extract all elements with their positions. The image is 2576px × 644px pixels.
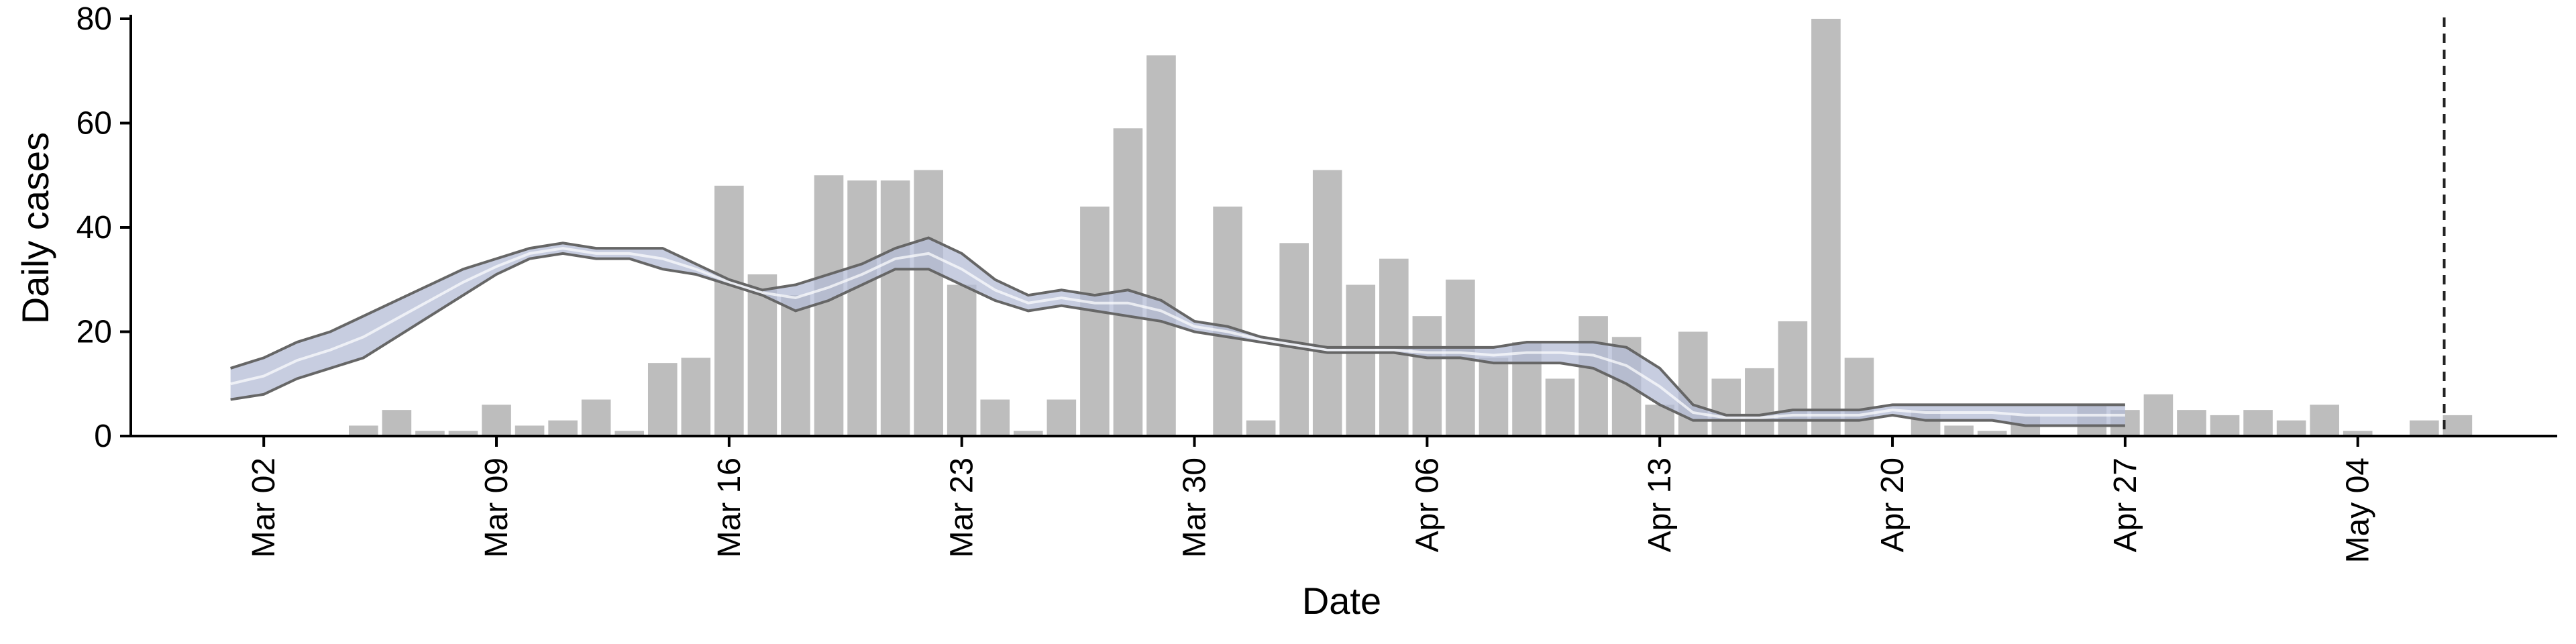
lower-bound-line [230, 252, 2125, 427]
credible-interval-band [230, 237, 2125, 426]
bars-layer [349, 19, 2473, 437]
y-axis: 0 20 40 60 80 [76, 1, 132, 454]
bar [1944, 425, 1974, 436]
y-tick-label: 0 [94, 419, 112, 454]
bar [880, 180, 910, 436]
bar [647, 363, 678, 436]
bar [482, 405, 511, 436]
bar [614, 431, 645, 436]
bar [1745, 368, 1774, 436]
x-tick-label: Mar 30 [1177, 458, 1213, 557]
bar [2177, 410, 2206, 436]
bar [2143, 394, 2174, 436]
bar [1346, 284, 1376, 436]
bar [581, 399, 611, 436]
x-tick-label: Apr 20 [1875, 458, 1911, 552]
x-tick-label: Mar 09 [479, 458, 515, 557]
x-tick-label: Mar 23 [945, 458, 980, 557]
bar [747, 274, 777, 436]
x-tick-label: Mar 02 [246, 458, 282, 557]
y-tick-label: 80 [76, 1, 112, 37]
bar [1412, 316, 1442, 436]
bar [415, 431, 445, 436]
bar [1312, 170, 1342, 436]
x-tick-label: Mar 16 [712, 458, 747, 557]
bar [1844, 358, 1874, 436]
bar [681, 358, 711, 436]
bar [1080, 206, 1110, 436]
bar [2243, 410, 2273, 436]
bar [1113, 128, 1143, 436]
bar [2343, 431, 2373, 436]
bar [548, 420, 578, 436]
bar [1146, 55, 1176, 437]
x-axis-title: Date [1302, 580, 1381, 622]
bar [980, 399, 1010, 436]
bar [448, 431, 478, 436]
upper-bound-line [230, 236, 2125, 417]
median-line [230, 247, 2125, 419]
bar [2410, 420, 2439, 436]
bar [1046, 399, 1077, 436]
bar [2310, 405, 2339, 436]
bar [1246, 420, 1276, 436]
y-tick-label: 40 [76, 210, 112, 246]
bar [1545, 378, 1575, 436]
bar [382, 410, 412, 436]
bar [847, 180, 877, 436]
y-tick-label: 20 [76, 315, 112, 350]
bar [1711, 378, 1741, 436]
x-axis: Mar 02 Mar 09 Mar 16 Mar 23 Mar 30 Apr 06 Apr … [131, 435, 2557, 563]
x-tick-label: May 04 [2341, 458, 2376, 563]
bar [814, 175, 844, 436]
bar [1578, 316, 1608, 436]
y-tick-label: 60 [76, 106, 112, 142]
bar [1013, 431, 1043, 436]
x-tick-label: Apr 13 [1642, 458, 1678, 552]
bar [781, 295, 810, 436]
bar [2443, 415, 2473, 436]
bar [1811, 19, 1841, 436]
bar [2276, 420, 2306, 436]
x-tick-label: Apr 27 [2108, 458, 2143, 552]
bar [947, 284, 977, 436]
bar [2210, 415, 2240, 436]
bar [515, 425, 545, 436]
bar [349, 425, 378, 436]
bar [1213, 206, 1242, 436]
y-axis-title: Daily cases [14, 132, 56, 324]
band-layer [230, 236, 2125, 427]
bar [914, 170, 943, 436]
bar [1479, 358, 1509, 436]
bar [714, 185, 744, 436]
x-tick-label: Apr 06 [1409, 458, 1445, 552]
bar [1977, 431, 2007, 436]
